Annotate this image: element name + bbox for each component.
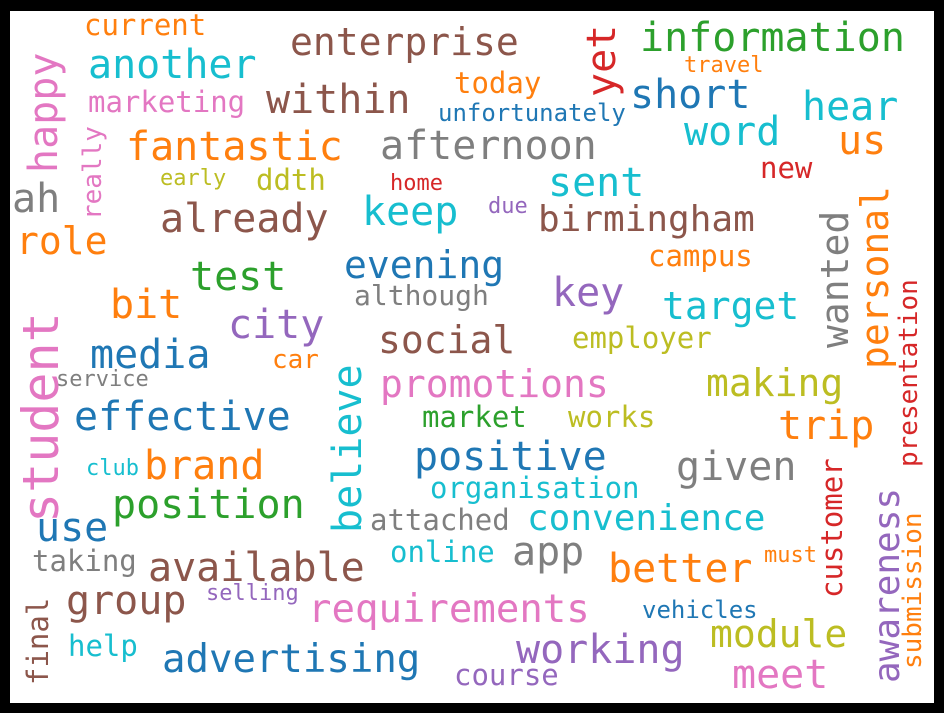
word: home xyxy=(390,171,443,196)
word: service xyxy=(56,367,149,392)
word: effective xyxy=(74,394,291,440)
word: bit xyxy=(110,282,183,328)
word: hear xyxy=(802,84,899,130)
word: advertising xyxy=(162,637,421,682)
word: given xyxy=(676,444,797,490)
word: key xyxy=(552,270,625,316)
word: making xyxy=(706,361,844,405)
word: test xyxy=(190,254,287,300)
word-cloud: student advertising requirements informa… xyxy=(10,11,934,703)
word: group xyxy=(66,578,187,624)
word: social xyxy=(378,318,516,362)
word: available xyxy=(148,545,365,591)
word: employer xyxy=(572,321,712,355)
word: help xyxy=(68,629,138,663)
word: requirements xyxy=(308,587,590,632)
word: today xyxy=(454,66,542,100)
word: course xyxy=(454,658,559,692)
word: role xyxy=(16,219,108,263)
word: another xyxy=(88,42,257,88)
word: app xyxy=(512,529,585,575)
word: must xyxy=(764,543,817,568)
word: keep xyxy=(362,189,459,235)
word: vehicles xyxy=(642,596,758,624)
word: car xyxy=(272,345,319,375)
word: current xyxy=(84,11,207,42)
word: positive xyxy=(414,434,607,480)
word: information xyxy=(640,15,905,61)
word: target xyxy=(662,284,800,328)
word: media xyxy=(90,332,211,378)
word: afternoon xyxy=(380,123,597,169)
word: club xyxy=(86,456,139,481)
word: position xyxy=(112,482,305,528)
word: final xyxy=(21,597,55,685)
word: due xyxy=(488,194,528,219)
word: use xyxy=(36,505,109,551)
word: submission xyxy=(898,512,928,669)
word: marketing xyxy=(88,85,246,119)
word: wanted xyxy=(813,210,857,348)
word: ah xyxy=(12,176,61,222)
word: believe xyxy=(325,364,371,533)
word: city xyxy=(228,302,325,348)
word: customer xyxy=(815,458,849,598)
word: module xyxy=(710,612,848,656)
word: happy xyxy=(21,52,67,173)
word: evening xyxy=(344,243,505,287)
word: market xyxy=(422,400,527,434)
word: enterprise xyxy=(290,20,519,64)
word: personal xyxy=(853,185,897,369)
word: already xyxy=(160,196,329,242)
word: brand xyxy=(144,443,265,489)
word: promotions xyxy=(380,362,609,406)
word: taking xyxy=(32,544,137,578)
word: fantastic xyxy=(126,124,343,170)
word: works xyxy=(568,400,656,434)
word: although xyxy=(354,279,489,312)
word: better xyxy=(608,546,753,592)
word: working xyxy=(516,627,685,673)
word: yet xyxy=(579,24,625,97)
word: birmingham xyxy=(538,199,755,240)
word: really xyxy=(78,126,108,220)
word: trip xyxy=(778,403,875,449)
word: student xyxy=(12,312,70,523)
word: within xyxy=(266,77,411,123)
word: convenience xyxy=(527,498,766,539)
word: selling xyxy=(206,581,299,606)
word: presentation xyxy=(894,279,924,467)
word: organisation xyxy=(430,471,640,505)
word: sent xyxy=(548,160,645,206)
word: word xyxy=(684,109,781,155)
word: unfortunately xyxy=(438,99,626,127)
word: meet xyxy=(732,652,829,698)
word: travel xyxy=(684,53,764,78)
word: ddth xyxy=(256,163,326,197)
word: new xyxy=(760,151,813,185)
word: short xyxy=(630,72,751,118)
word: us xyxy=(838,118,887,164)
word: early xyxy=(160,166,227,191)
word: campus xyxy=(648,239,753,273)
word: online xyxy=(390,535,495,569)
word: attached xyxy=(370,503,510,537)
